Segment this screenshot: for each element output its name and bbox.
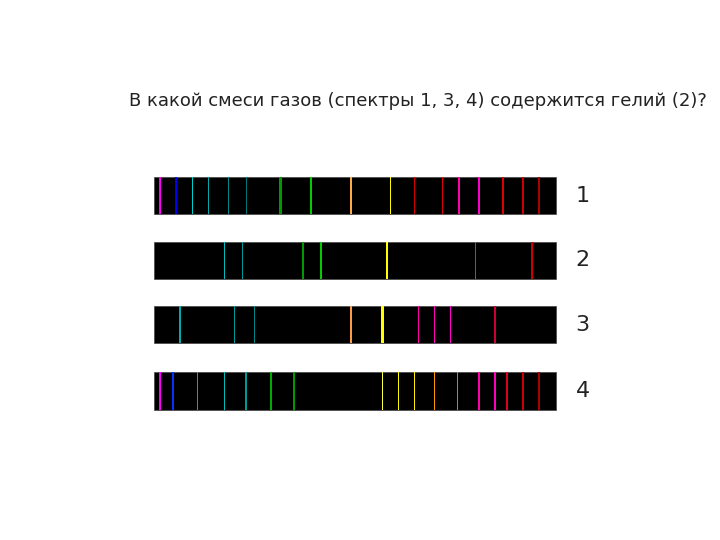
Bar (531, 241, 533, 279)
Text: 1: 1 (575, 186, 590, 206)
Bar (414, 373, 415, 410)
Text: В какой смеси газов (спектры 1, 3, 4) содержится гелий (2)?: В какой смеси газов (спектры 1, 3, 4) со… (129, 92, 707, 110)
Bar (224, 241, 225, 279)
Bar (433, 306, 436, 343)
Bar (350, 177, 352, 214)
Bar (302, 241, 304, 279)
Bar (242, 241, 243, 279)
Bar (456, 373, 459, 410)
Bar (478, 177, 480, 214)
Bar (390, 177, 391, 214)
Bar (494, 373, 495, 410)
Bar (197, 373, 199, 410)
Bar (154, 373, 556, 410)
Bar (154, 177, 556, 214)
Bar (414, 177, 415, 214)
Bar (310, 177, 312, 214)
Bar (494, 306, 495, 343)
Bar (502, 177, 504, 214)
Bar (173, 373, 174, 410)
Bar (159, 177, 161, 214)
Bar (279, 177, 282, 214)
Bar (522, 177, 523, 214)
Bar (154, 306, 556, 343)
Bar (192, 177, 193, 214)
Text: 2: 2 (575, 250, 590, 270)
Text: 4: 4 (575, 381, 590, 401)
Bar (254, 306, 256, 343)
Bar (271, 373, 272, 410)
Bar (207, 177, 210, 214)
Bar (154, 241, 556, 279)
Bar (474, 241, 477, 279)
Bar (381, 306, 384, 343)
Bar (350, 306, 352, 343)
Bar (224, 373, 225, 410)
Bar (397, 373, 400, 410)
Bar (234, 306, 235, 343)
Bar (418, 306, 419, 343)
Bar (506, 373, 508, 410)
Bar (320, 241, 322, 279)
Bar (539, 373, 540, 410)
Bar (228, 177, 229, 214)
Bar (382, 373, 383, 410)
Bar (522, 373, 523, 410)
Bar (175, 177, 177, 214)
Bar (293, 373, 295, 410)
Bar (539, 177, 540, 214)
Bar (387, 241, 388, 279)
Bar (433, 373, 436, 410)
Bar (159, 373, 161, 410)
Bar (458, 177, 459, 214)
Bar (450, 306, 451, 343)
Bar (478, 373, 480, 410)
Bar (246, 177, 248, 214)
Bar (245, 373, 246, 410)
Text: 3: 3 (575, 315, 590, 335)
Bar (179, 306, 181, 343)
Bar (442, 177, 444, 214)
